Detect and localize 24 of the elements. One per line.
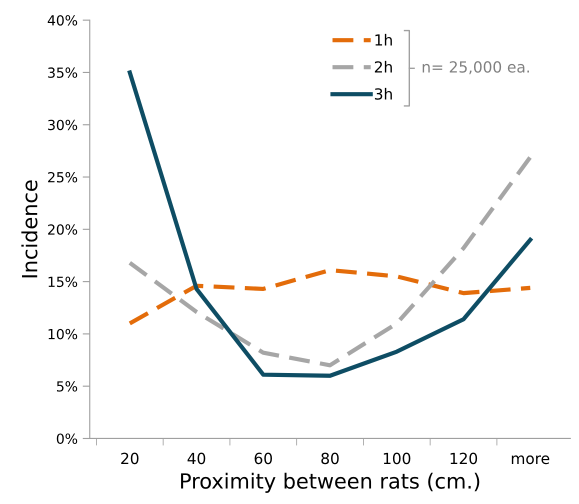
x-tick-label: more xyxy=(512,455,550,464)
x-axis-title: Proximity between rats (cm.) xyxy=(181,472,480,493)
y-tick-label: 15% xyxy=(48,276,78,288)
y-tick-label: 0% xyxy=(56,433,78,444)
x-tick-label: 120 xyxy=(450,452,478,464)
y-tick-label: 40% xyxy=(48,15,78,26)
x-tick-label: 80 xyxy=(321,452,339,464)
y-tick-label: 20% xyxy=(48,224,78,235)
x-tick-label: 60 xyxy=(254,452,272,464)
y-tick-label: 5% xyxy=(56,381,78,392)
y-axis-title: Incidence xyxy=(21,180,38,278)
legend-label: 3h xyxy=(374,88,392,100)
legend-label: 1h xyxy=(375,34,392,46)
annotation: n= 25,000 ea. xyxy=(422,61,529,74)
line-series xyxy=(128,268,532,326)
x-tick-label: 40 xyxy=(188,452,206,464)
y-tick-label: 25% xyxy=(48,172,78,183)
legend-label: 2h xyxy=(374,60,392,73)
x-tick-label: 20 xyxy=(121,452,138,464)
line-series xyxy=(128,155,532,368)
y-tick-label: 35% xyxy=(48,67,78,78)
y-tick-label: 10% xyxy=(48,328,78,340)
x-tick-label: 100 xyxy=(384,452,410,464)
y-tick-label: 30% xyxy=(48,120,78,130)
